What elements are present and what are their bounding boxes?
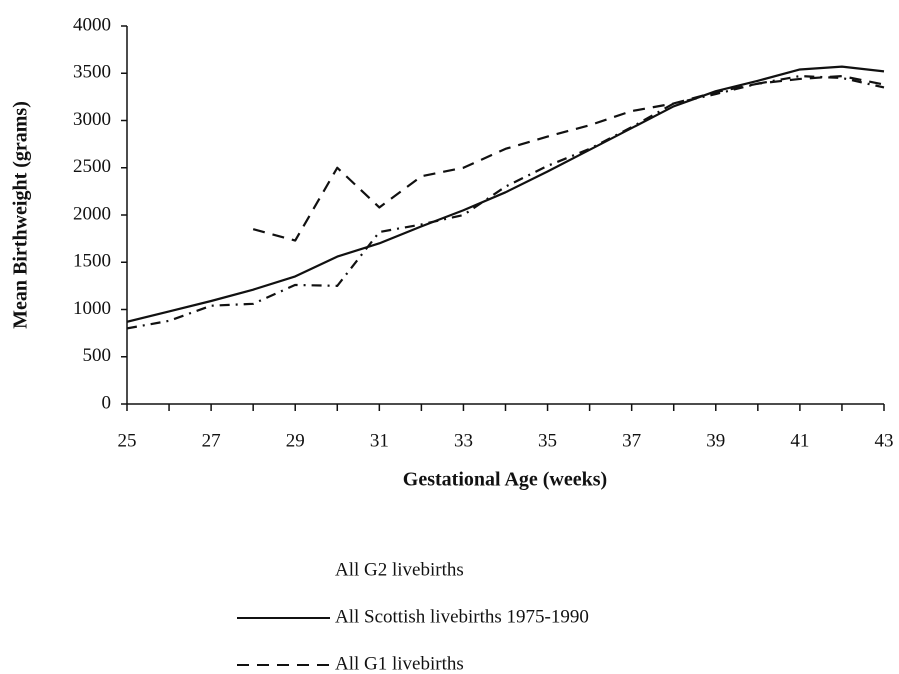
- x-tick-label: 41: [790, 430, 809, 451]
- y-tick-label: 1500: [73, 251, 111, 272]
- series-line: [252, 74, 885, 242]
- x-tick-label: 29: [286, 430, 305, 451]
- y-tick-label: 3000: [73, 109, 111, 130]
- x-axis-title: Gestational Age (weeks): [403, 469, 607, 491]
- x-tick-label: 43: [875, 430, 894, 451]
- x-tick-label: 27: [202, 430, 221, 451]
- legend-label: All G1 livebirths: [335, 653, 464, 674]
- y-tick-label: 2500: [73, 156, 111, 177]
- x-tick-label: 31: [370, 430, 389, 451]
- y-tick-label: 0: [102, 392, 112, 413]
- y-tick-label: 3500: [73, 62, 111, 83]
- x-tick-label: 25: [118, 430, 137, 451]
- y-tick-label: 4000: [73, 14, 111, 35]
- y-tick-label: 500: [83, 345, 112, 366]
- x-tick-label: 39: [706, 430, 725, 451]
- y-tick-label: 1000: [73, 298, 111, 319]
- y-axis-title: Mean Birthweight (grams): [10, 101, 32, 329]
- legend-label: All G2 livebirths: [335, 559, 464, 580]
- series-line: [126, 74, 885, 330]
- y-tick-label: 2000: [73, 203, 111, 224]
- x-tick-label: 33: [454, 430, 473, 451]
- legend-label: All Scottish livebirths 1975-1990: [335, 606, 589, 627]
- series-line: [126, 65, 885, 323]
- x-tick-label: 37: [622, 430, 641, 451]
- x-tick-label: 35: [538, 430, 557, 451]
